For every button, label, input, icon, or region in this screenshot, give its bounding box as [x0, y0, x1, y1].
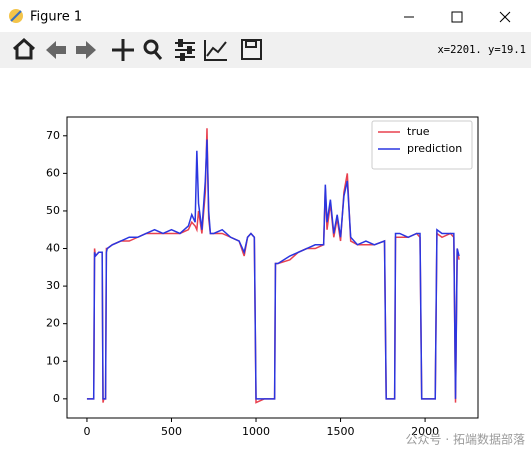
pan-button[interactable] [112, 39, 134, 61]
y-tick-label: 40 [46, 242, 60, 255]
legend-label: prediction [407, 142, 462, 155]
maximize-button[interactable] [451, 11, 463, 23]
x-tick-label: 1000 [242, 425, 270, 438]
plot: 0 500 1000 1500 2000 0 10 20 30 40 50 60 70 true predi… [46, 120, 473, 438]
y-tick-label: 0 [53, 392, 60, 405]
edit-button[interactable] [204, 40, 227, 61]
y-tick-label: 50 [46, 204, 60, 217]
title-bar [0, 0, 531, 32]
x-tick-label: 0 [83, 425, 90, 438]
status-text: x=2201. y=19.1 [437, 44, 526, 56]
y-tick-label: 20 [46, 317, 60, 330]
home-button[interactable] [12, 37, 36, 60]
y-tick-label: 70 [46, 129, 60, 142]
zoom-button[interactable] [143, 39, 163, 60]
legend-box [371, 120, 473, 170]
x-tick-label: 1500 [327, 425, 355, 438]
x-tick-label: 2000 [411, 425, 439, 438]
app-icon [9, 9, 23, 23]
legend-label: true [407, 125, 430, 138]
y-tick-label: 10 [46, 354, 60, 367]
series-line [86, 139, 460, 400]
close-button[interactable] [499, 11, 511, 23]
window-title: Figure 1 [30, 10, 82, 25]
toolbar-icons [12, 37, 262, 61]
y-tick-label: 30 [46, 279, 60, 292]
watermark: 公众号 · 拓端数据部落 [406, 432, 525, 447]
forward-button[interactable] [76, 41, 96, 59]
configure-button[interactable] [175, 39, 195, 61]
y-tick-label: 60 [46, 166, 60, 179]
x-tick-label: 500 [161, 425, 182, 438]
back-button[interactable] [46, 41, 66, 59]
save-button[interactable] [241, 39, 262, 60]
